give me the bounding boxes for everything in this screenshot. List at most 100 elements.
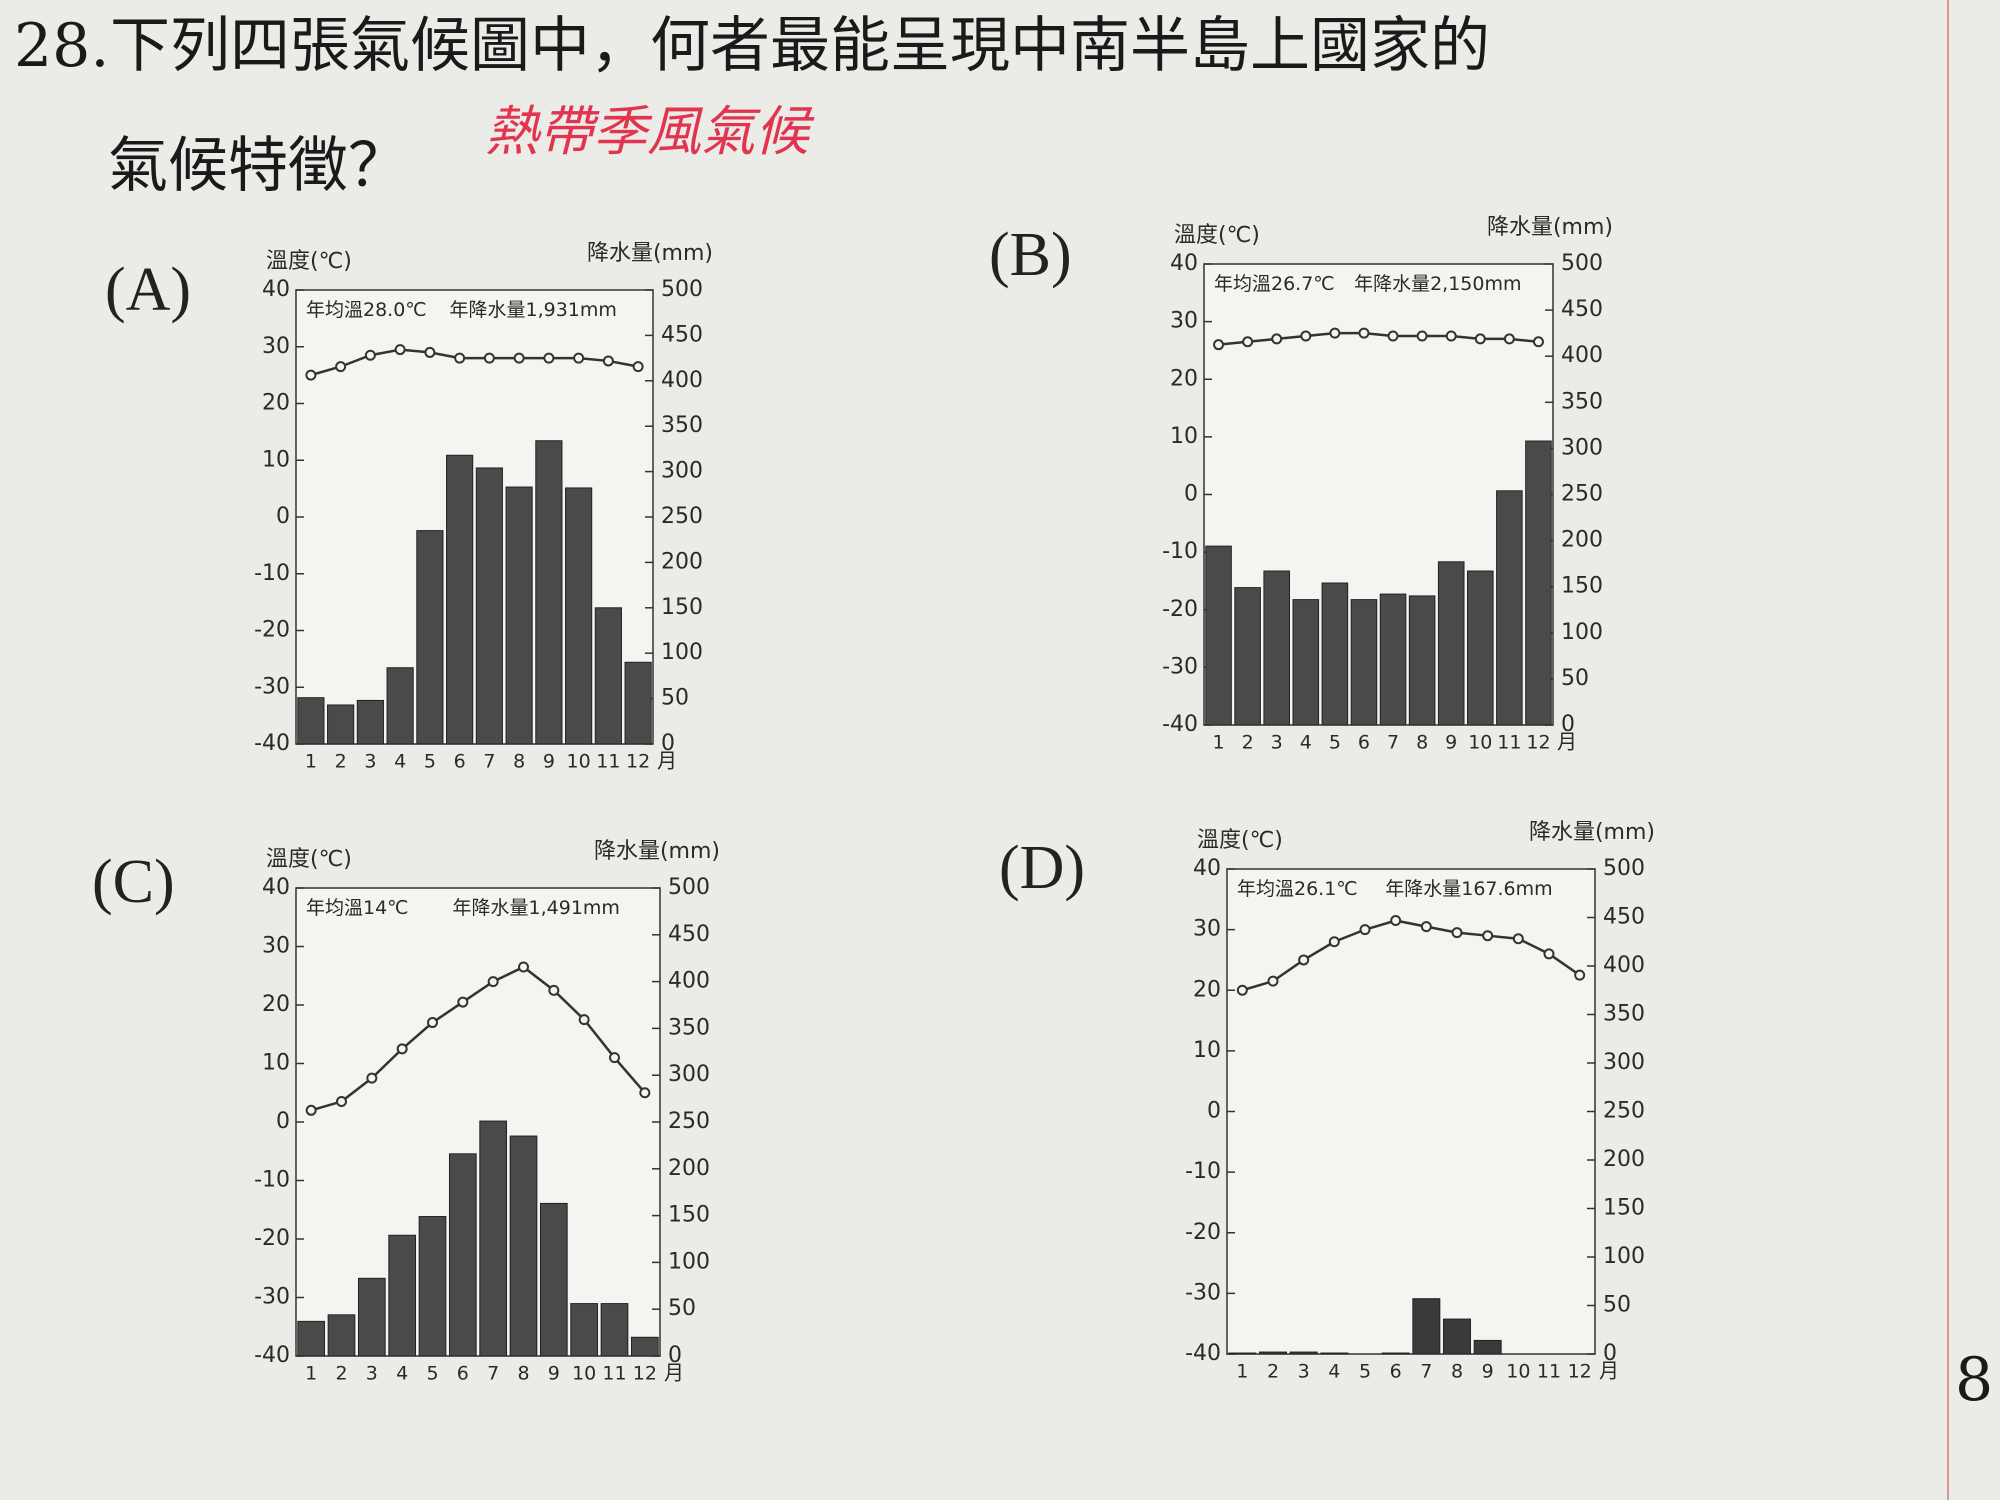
x-tick-label: 3: [1298, 1361, 1310, 1383]
y2-tick-label: 450: [1561, 297, 1603, 322]
precip-bar: [418, 1216, 447, 1357]
y2-tick-label: 350: [661, 413, 703, 438]
x-tick-label: 5: [426, 1363, 438, 1385]
x-tick-label: 11: [1537, 1361, 1561, 1383]
y2-tick-label: 300: [668, 1062, 710, 1087]
y2-tick-label: 500: [661, 277, 703, 302]
y-tick-label: 40: [262, 875, 290, 900]
y2-tick-label: 100: [668, 1249, 710, 1274]
chart-label: (C): [92, 848, 175, 916]
y2-tick-label: 50: [668, 1296, 696, 1321]
x-tick-label: 2: [1267, 1361, 1279, 1383]
x-tick-label: 7: [483, 751, 495, 773]
x-tick-label: 5: [1359, 1361, 1371, 1383]
temp-line: [1241, 919, 1581, 992]
annotation: 年均溫14℃: [306, 897, 409, 919]
precip-bar: [539, 1202, 568, 1357]
precip-bar: [297, 1320, 326, 1357]
y2-tick-label: 400: [661, 368, 703, 393]
x-tick-label: 4: [396, 1363, 408, 1385]
x-tick-label: 4: [1328, 1361, 1340, 1383]
precip-bar: [630, 1336, 659, 1357]
temp-point: [335, 361, 347, 373]
temp-line: [310, 965, 646, 1112]
precip-bar: [1379, 593, 1407, 726]
question-text: 氣候特徵？: [108, 131, 408, 201]
temp-point: [424, 346, 436, 358]
y-tick-label: -40: [1162, 712, 1198, 737]
y2-tick-label: 100: [1561, 620, 1603, 645]
y2-tick-label: 150: [668, 1203, 710, 1228]
temp-point: [366, 1072, 378, 1084]
precip-bar: [1466, 570, 1494, 726]
temp-point: [573, 352, 585, 364]
temp-point: [1236, 984, 1248, 996]
y2-tick-label: 400: [1603, 953, 1645, 978]
plot-frame: [295, 289, 654, 745]
x-tick-label: 2: [335, 751, 347, 773]
x-tick-label: 6: [454, 751, 466, 773]
x-tick-label: 8: [517, 1363, 529, 1385]
y-tick-label: -10: [254, 1168, 290, 1193]
x-tick-label: 9: [1482, 1361, 1494, 1383]
temp-point: [1512, 933, 1524, 945]
temp-point: [1271, 333, 1283, 345]
x-tick-label: 12: [633, 1363, 657, 1385]
y-tick-label: 10: [1193, 1038, 1221, 1063]
y2-tick-label: 450: [661, 322, 703, 347]
precip-bar: [1263, 570, 1291, 726]
y-tick-label: 40: [1170, 251, 1198, 276]
y2-tick-label: 300: [1603, 1050, 1645, 1075]
precip-bar: [327, 1314, 356, 1357]
y2-tick-label: 450: [1603, 905, 1645, 930]
y-tick-label: -40: [1185, 1341, 1221, 1366]
temp-point: [1300, 330, 1312, 342]
y2-tick-label: 50: [1603, 1293, 1631, 1318]
annotation: 年降水量1,931mm: [450, 299, 617, 321]
x-tick-label: 10: [1506, 1361, 1530, 1383]
x-tick-label: 8: [513, 751, 525, 773]
y2-tick-label: 50: [1561, 666, 1589, 691]
y-tick-label: 40: [262, 277, 290, 302]
precip-bar: [1292, 599, 1320, 726]
plot-frame: [1226, 868, 1596, 1355]
temp-point: [305, 369, 317, 381]
y2-tick-label: 250: [1603, 1099, 1645, 1124]
y-tick-label: 20: [262, 992, 290, 1017]
y-tick-label: 10: [262, 1051, 290, 1076]
page-number: 8: [1955, 1345, 1993, 1415]
y-tick-label: 0: [276, 1109, 290, 1134]
x-tick-label: 7: [1420, 1361, 1432, 1383]
y2-tick-label: 150: [1561, 574, 1603, 599]
x-tick-label: 12: [1526, 732, 1550, 754]
y-tick-label: -30: [1162, 654, 1198, 679]
temp-point: [1387, 330, 1399, 342]
x-tick-label: 1: [1212, 732, 1224, 754]
x-tick-label: 11: [602, 1363, 626, 1385]
y2-tick-label: 400: [668, 969, 710, 994]
temp-point: [543, 352, 555, 364]
y2-tick-label: 100: [661, 640, 703, 665]
annotation: 年降水量167.6mm: [1385, 878, 1552, 900]
temp-point: [1503, 333, 1515, 345]
precip-bar: [356, 699, 384, 745]
y-tick-label: 30: [1170, 309, 1198, 334]
y2-tick-label: 500: [1561, 251, 1603, 276]
temp-point: [1445, 330, 1457, 342]
x-tick-label: 11: [1497, 732, 1521, 754]
precip-bar: [1321, 582, 1349, 726]
y-axis-label: 溫度(℃): [1197, 828, 1283, 853]
temp-point: [632, 361, 644, 373]
y-tick-label: -20: [1185, 1220, 1221, 1245]
annotation: 年均溫28.0℃: [306, 299, 427, 321]
x-tick-label: 5: [1329, 732, 1341, 754]
y2-tick-label: 400: [1561, 343, 1603, 368]
precip-bar: [297, 697, 325, 745]
y2-tick-label: 300: [661, 459, 703, 484]
y2-axis-label: 降水量(mm): [594, 839, 720, 864]
y-axis-label: 溫度(℃): [266, 847, 352, 872]
y2-tick-label: 450: [668, 922, 710, 947]
x-tick-label: 9: [1445, 732, 1457, 754]
chart-label: (D): [999, 834, 1085, 902]
temp-point: [336, 1096, 347, 1108]
